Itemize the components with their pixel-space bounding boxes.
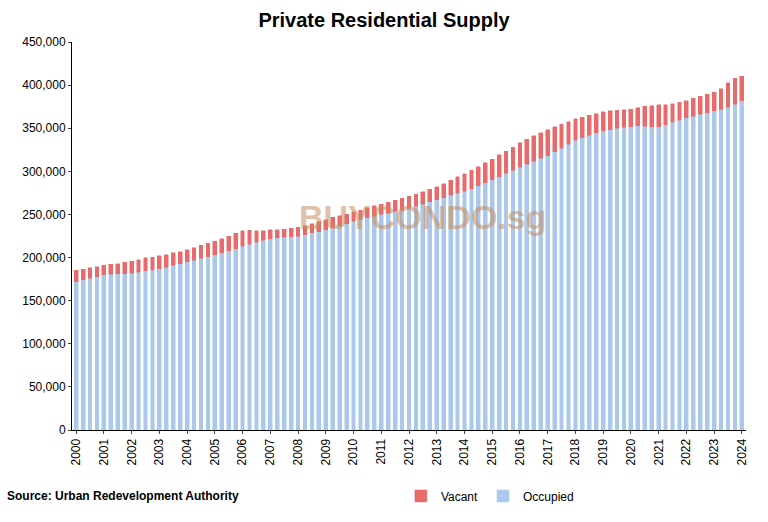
svg-text:450,000: 450,000 <box>22 35 66 49</box>
svg-text:400,000: 400,000 <box>22 78 66 92</box>
svg-text:2010: 2010 <box>346 438 360 465</box>
svg-text:2002: 2002 <box>125 438 139 465</box>
svg-text:2016: 2016 <box>513 438 527 465</box>
svg-text:2008: 2008 <box>291 438 305 465</box>
svg-text:2007: 2007 <box>263 438 277 465</box>
svg-text:2013: 2013 <box>430 438 444 465</box>
svg-text:0: 0 <box>59 423 66 437</box>
svg-text:Occupied: Occupied <box>523 490 574 504</box>
svg-text:2019: 2019 <box>596 438 610 465</box>
svg-text:250,000: 250,000 <box>22 208 66 222</box>
svg-text:2017: 2017 <box>541 438 555 465</box>
svg-text:2021: 2021 <box>652 438 666 465</box>
svg-text:2018: 2018 <box>568 438 582 465</box>
svg-text:BUYCONDO.sg: BUYCONDO.sg <box>299 198 546 236</box>
svg-text:2009: 2009 <box>319 438 333 465</box>
svg-text:50,000: 50,000 <box>29 380 66 394</box>
svg-text:2005: 2005 <box>208 438 222 465</box>
svg-text:2020: 2020 <box>624 438 638 465</box>
svg-text:200,000: 200,000 <box>22 251 66 265</box>
svg-text:2012: 2012 <box>402 438 416 465</box>
svg-text:2015: 2015 <box>485 438 499 465</box>
svg-text:300,000: 300,000 <box>22 165 66 179</box>
svg-text:2022: 2022 <box>679 438 693 465</box>
svg-text:2011: 2011 <box>374 438 388 464</box>
svg-text:350,000: 350,000 <box>22 121 66 135</box>
svg-text:2014: 2014 <box>457 438 471 465</box>
svg-text:Source: Urban Redevelopment Au: Source: Urban Redevelopment Authority <box>7 489 239 503</box>
svg-text:100,000: 100,000 <box>22 337 66 351</box>
svg-text:2003: 2003 <box>152 438 166 465</box>
svg-text:2006: 2006 <box>235 438 249 465</box>
svg-text:150,000: 150,000 <box>22 294 66 308</box>
svg-text:2000: 2000 <box>69 438 83 465</box>
svg-text:Vacant: Vacant <box>441 490 478 504</box>
svg-text:2004: 2004 <box>180 438 194 465</box>
svg-text:2001: 2001 <box>97 438 111 465</box>
svg-text:2023: 2023 <box>707 438 721 465</box>
svg-text:Private Residential Supply: Private Residential Supply <box>258 9 510 31</box>
svg-text:2024: 2024 <box>735 438 749 465</box>
